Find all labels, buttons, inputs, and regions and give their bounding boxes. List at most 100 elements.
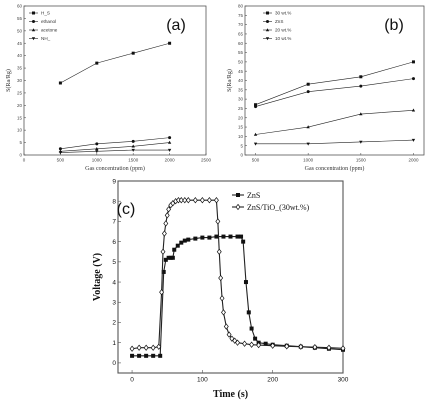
data-point <box>411 108 416 112</box>
data-point <box>263 341 268 346</box>
data-point <box>182 238 187 243</box>
data-point <box>411 60 415 64</box>
y-tick-label: 65 <box>238 32 244 37</box>
y-tick-label: 25 <box>238 106 244 111</box>
data-point <box>192 197 198 204</box>
data-point <box>159 288 165 296</box>
y-tick-label: 55 <box>238 50 244 55</box>
y-tick-label: 55 <box>17 16 23 21</box>
x-tick-label: 1500 <box>356 158 367 163</box>
data-point <box>207 235 212 240</box>
x-tick-label: 1000 <box>92 158 103 163</box>
x-tick-label: 2500 <box>201 158 212 163</box>
series-line-3 <box>255 139 414 145</box>
legend-entry: NH_ <box>41 36 51 41</box>
data-point <box>241 239 246 244</box>
data-point <box>58 147 62 151</box>
x-tick-label: 0 <box>130 377 134 384</box>
data-point <box>151 353 156 358</box>
y-tick-label: 40 <box>17 53 23 58</box>
x-axis-label: Gas concentration (ppm) <box>85 165 145 172</box>
y-tick-label: 9 <box>112 178 116 185</box>
y-tick-label: 30 <box>17 78 23 83</box>
legend-marker <box>266 11 269 15</box>
series-line-1 <box>255 78 414 107</box>
data-point <box>179 240 184 245</box>
data-point <box>156 343 162 350</box>
y-tick-label: 25 <box>17 90 23 95</box>
data-point <box>168 41 172 45</box>
x-tick-label: 500 <box>252 158 260 163</box>
x-tick-label: 500 <box>57 158 65 163</box>
y-tick-label: 75 <box>238 13 244 18</box>
y-tick-label: 15 <box>238 125 244 130</box>
y-tick-label: 5 <box>240 143 243 148</box>
legend-marker <box>266 20 269 23</box>
data-point <box>166 206 172 213</box>
data-point <box>235 339 240 346</box>
y-tick-label: 5 <box>19 140 22 145</box>
data-point <box>163 257 168 262</box>
data-point <box>131 139 135 143</box>
data-point <box>359 112 363 116</box>
data-point <box>131 51 135 55</box>
legend-entry: 20 wt.% <box>275 28 291 33</box>
x-tick-label: 1500 <box>128 158 139 163</box>
y-tick-label: 10 <box>238 134 244 139</box>
y-axis-label: S(Ra/Rg) <box>5 69 12 92</box>
panel-letter: (b) <box>384 17 404 34</box>
data-point <box>95 146 99 150</box>
y-tick-label: 80 <box>238 4 244 9</box>
data-point <box>175 243 180 248</box>
data-point <box>137 353 142 358</box>
y-tick-label: 6 <box>112 239 116 246</box>
data-point <box>200 235 205 240</box>
data-point <box>359 140 363 144</box>
y-tick-label: 1 <box>112 340 116 347</box>
legend-entry: H_S <box>41 11 50 16</box>
y-tick-label: 35 <box>238 87 244 92</box>
data-point <box>253 336 258 341</box>
legend-marker <box>236 193 240 197</box>
y-tick-label: 8 <box>112 198 116 205</box>
legend-marker <box>265 37 270 41</box>
data-point <box>243 280 248 285</box>
data-point <box>246 310 251 315</box>
data-point <box>167 140 172 144</box>
data-point <box>129 345 135 352</box>
x-axis-label: Gas concentration (ppm) <box>305 165 365 172</box>
y-tick-label: 0 <box>240 153 243 158</box>
x-tick-label: 0 <box>23 158 26 163</box>
data-point <box>254 105 258 109</box>
data-point <box>221 234 226 239</box>
series-line-2 <box>60 142 170 152</box>
legend-marker <box>32 11 35 15</box>
x-tick-label: 2000 <box>165 158 176 163</box>
legend-marker <box>265 28 270 32</box>
legend-marker <box>31 28 36 32</box>
series-line-1 <box>60 137 170 150</box>
legend-entry: 30 wt.% <box>275 11 291 16</box>
data-point <box>306 82 310 86</box>
data-point <box>215 218 221 225</box>
data-point <box>284 343 290 350</box>
data-point <box>163 220 169 227</box>
panel-letter: (a) <box>166 17 186 34</box>
data-point <box>228 234 233 239</box>
data-point <box>298 343 304 350</box>
y-tick-label: 7 <box>112 219 116 226</box>
chart-panel-a: 0 5 10 15 20 25 30 35 40 45 50 55 60 0 500 1000 1500 2000… <box>5 4 212 172</box>
data-point <box>161 269 166 274</box>
x-tick-label: 200 <box>267 377 278 384</box>
y-tick-label: 5 <box>112 259 116 266</box>
data-point <box>158 353 163 358</box>
y-tick-label: 35 <box>17 66 23 71</box>
y-axis-label: Voltage (V) <box>92 253 103 301</box>
y-tick-label: 0 <box>112 360 116 367</box>
data-point <box>359 84 363 88</box>
y-tick-label: 40 <box>238 78 244 83</box>
data-point <box>270 342 276 349</box>
y-tick-label: 20 <box>17 103 23 108</box>
y-tick-label: 45 <box>17 41 23 46</box>
